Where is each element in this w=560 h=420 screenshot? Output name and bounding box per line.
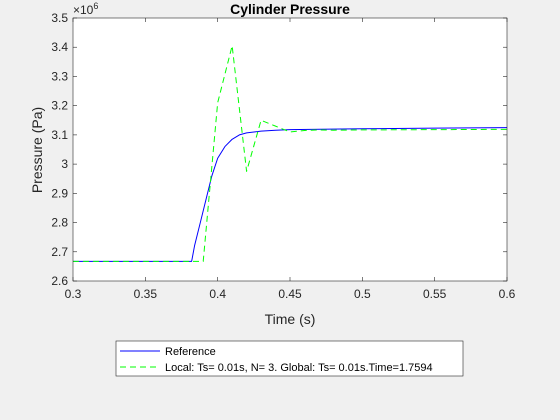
- y-tick-label: 2.7: [51, 245, 68, 259]
- y-exponent-base: ×10: [73, 3, 94, 17]
- plot-area: [73, 18, 507, 281]
- y-tick-label: 2.9: [51, 186, 68, 200]
- x-tick-label: 0.55: [423, 287, 447, 301]
- y-axis-label: Pressure (Pa): [29, 107, 45, 193]
- y-tick-label: 2.6: [51, 274, 68, 288]
- x-tick-label: 0.35: [134, 287, 158, 301]
- legend-entry-reference: Reference: [165, 346, 216, 358]
- series-layer: [73, 45, 508, 262]
- series-line-1: [73, 45, 508, 262]
- series-line-0: [73, 127, 508, 262]
- x-axis-label: Time (s): [265, 311, 316, 327]
- y-exponent-power: 6: [93, 1, 98, 11]
- y-exponent-label: ×106: [73, 1, 98, 17]
- y-tick-label: 3: [61, 157, 68, 171]
- x-tick-label: 0.45: [278, 287, 302, 301]
- legend-entry-local: Local: Ts= 0.01s, N= 3. Global: Ts= 0.01…: [165, 362, 433, 374]
- x-tick-label: 0.5: [354, 287, 371, 301]
- y-axis-ticks: 2.6 2.7 2.8 2.9 3 3.1 3.2 3.3 3.4 3.5: [51, 11, 507, 288]
- legend: Reference Local: Ts= 0.01s, N= 3. Global…: [115, 340, 464, 377]
- y-tick-label: 2.8: [51, 216, 68, 230]
- x-tick-label: 0.4: [209, 287, 226, 301]
- x-tick-label: 0.3: [65, 287, 82, 301]
- y-tick-label: 3.3: [51, 69, 68, 83]
- plot-box: [72, 17, 508, 282]
- x-tick-label: 0.6: [499, 287, 516, 301]
- y-tick-label: 3.4: [51, 40, 68, 54]
- legend-box: [115, 340, 464, 377]
- chart-title: Cylinder Pressure: [230, 1, 350, 17]
- y-tick-label: 3.2: [51, 99, 68, 113]
- y-tick-label: 3.1: [51, 128, 68, 142]
- y-tick-label: 3.5: [51, 11, 68, 25]
